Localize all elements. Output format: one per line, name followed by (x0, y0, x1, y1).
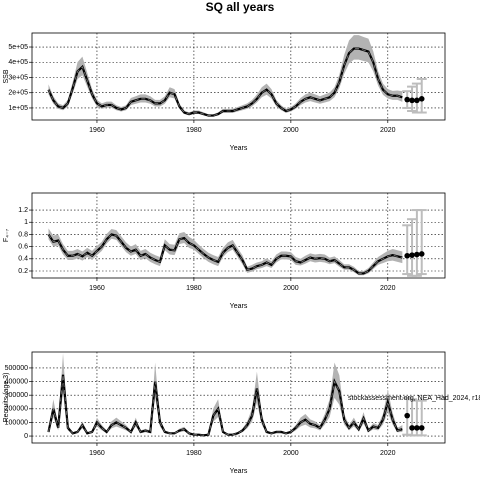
confidence-band (48, 35, 403, 117)
projection-point (418, 96, 425, 102)
y-tick-label: 300000 (5, 392, 28, 399)
y-tick-label: 3e+05 (8, 74, 28, 81)
y-tick-label: 0.6 (18, 243, 28, 250)
x-axis-label: Years (230, 303, 248, 310)
y-tick-label: 400000 (5, 378, 28, 385)
projection-point (404, 96, 410, 103)
x-tick-label: 2000 (283, 450, 299, 457)
x-tick-label: 1980 (186, 127, 202, 134)
projection-point (404, 252, 410, 259)
y-tick-label: 500000 (5, 365, 28, 372)
y-tick-label: 100000 (5, 419, 28, 426)
y-tick-label: 4e+05 (8, 59, 28, 66)
x-tick-label: 1980 (186, 285, 202, 292)
y-tick-label: 1 (24, 219, 28, 226)
projection-point (418, 251, 425, 257)
x-tick-label: 2020 (380, 127, 396, 134)
x-tick-label: 2020 (380, 285, 396, 292)
plot-frame (31, 351, 446, 444)
x-axis-label: Years (230, 468, 248, 475)
y-tick-label: 0.2 (18, 268, 28, 275)
projection-point (414, 425, 420, 431)
y-tick-label: 5e+05 (8, 44, 28, 51)
y-axis-label: SSB (3, 69, 10, 83)
y-tick-label: 0.4 (18, 256, 28, 263)
estimate-line (47, 374, 403, 437)
projection-point (418, 425, 425, 431)
y-tick-label: 0.8 (18, 231, 28, 238)
projection-point (409, 425, 415, 431)
x-tick-label: 2000 (283, 127, 299, 134)
annotation: stockassessment.org, NEA_Had_2024, r1826… (348, 395, 480, 402)
x-tick-label: 2020 (380, 450, 396, 457)
projection-point (414, 251, 420, 258)
y-tick-label: 200000 (5, 406, 28, 413)
estimate-line-dash (48, 48, 403, 116)
estimate-line-dash (48, 374, 403, 436)
y-tick-label: 1e+05 (8, 105, 28, 112)
y-axis-label: Recruits (age 3) (3, 373, 10, 423)
x-axis-label: Years (230, 145, 248, 152)
y-tick-label: 2e+05 (8, 90, 28, 97)
y-tick-label: 1.2 (18, 207, 28, 214)
plot-frame (31, 32, 446, 121)
projection-point (409, 97, 415, 104)
x-tick-label: 2000 (283, 285, 299, 292)
x-tick-label: 1960 (89, 285, 105, 292)
plot-frame (31, 192, 446, 279)
y-tick-label: 0 (24, 433, 28, 440)
projection-point (414, 97, 420, 104)
x-tick-label: 1960 (89, 127, 105, 134)
y-axis-label: F₄₋₇ (3, 228, 10, 242)
x-tick-label: 1960 (89, 450, 105, 457)
estimate-line (47, 233, 403, 275)
x-tick-label: 1980 (186, 450, 202, 457)
projection-point (409, 252, 415, 258)
projection-point (404, 412, 410, 419)
chart-title: SQ all years (206, 0, 275, 14)
